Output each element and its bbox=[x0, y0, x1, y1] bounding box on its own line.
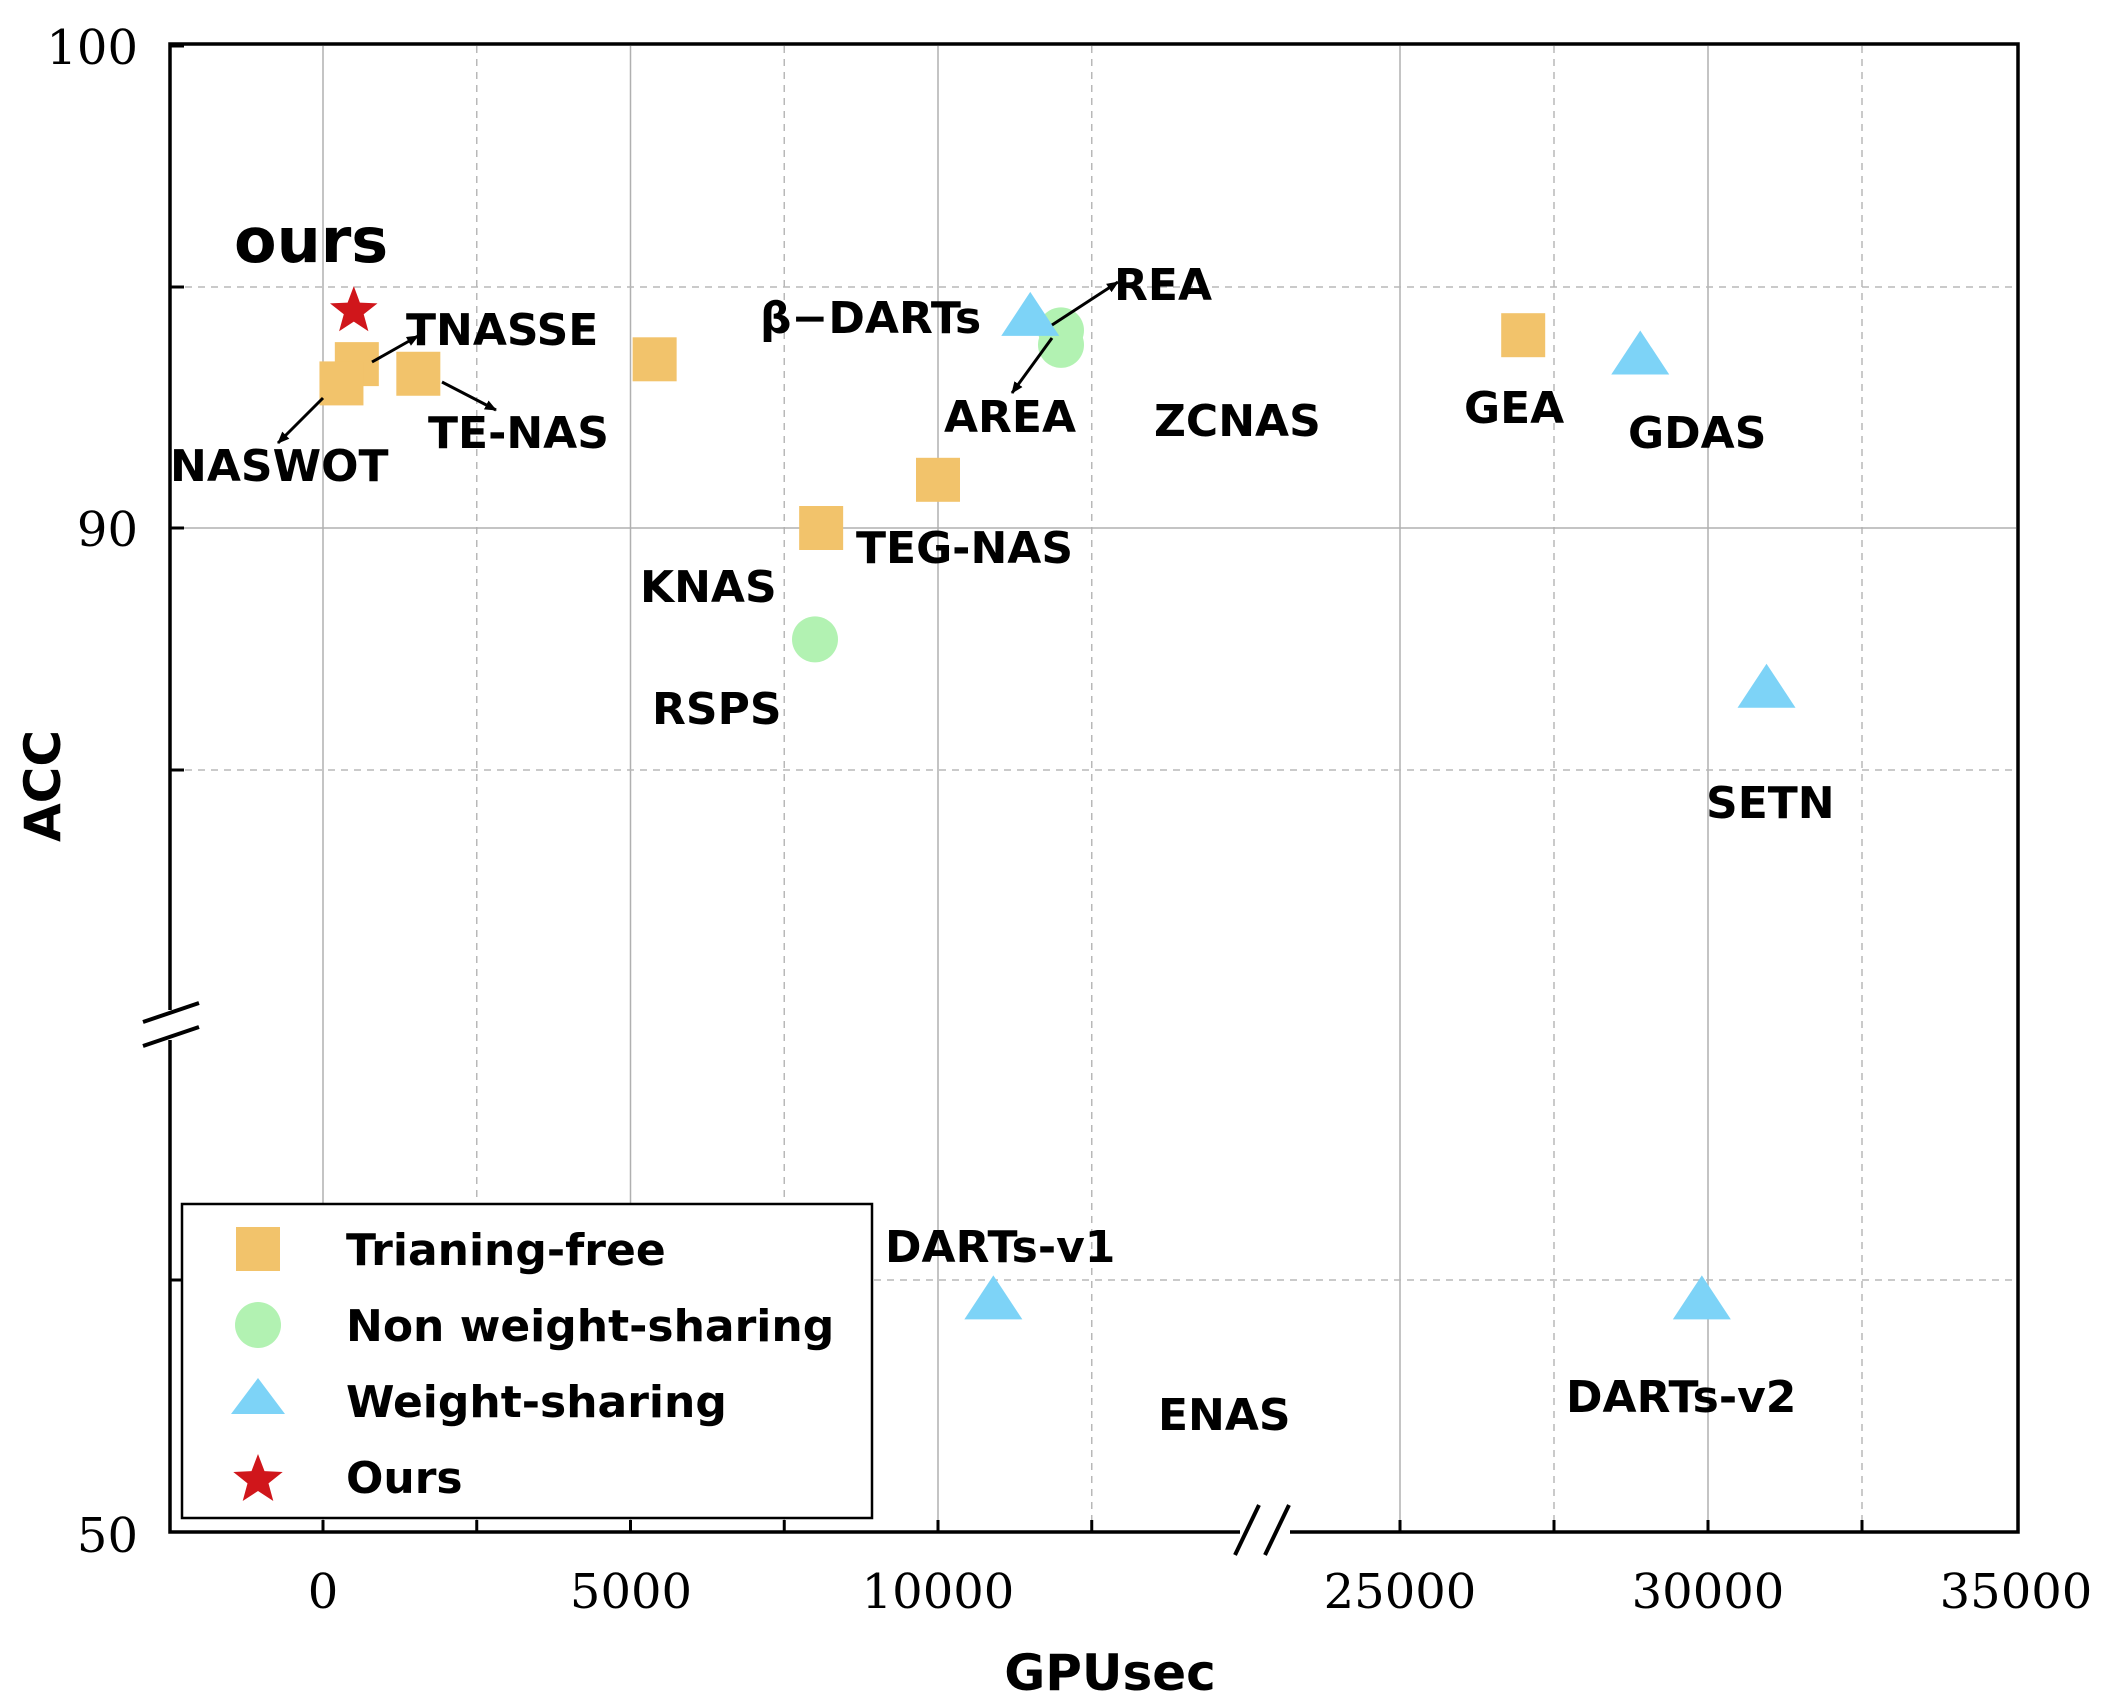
arrow-area bbox=[1010, 337, 1054, 394]
y-axis-break bbox=[140, 1001, 200, 1048]
legend-square-icon bbox=[236, 1227, 280, 1271]
point-label-naswot: NASWOT bbox=[170, 441, 389, 492]
x-tick-label-5000: 5000 bbox=[570, 1564, 692, 1620]
point-label-teg-nas: TEG-NAS bbox=[856, 523, 1073, 574]
point-knas bbox=[799, 506, 844, 550]
legend-box bbox=[180, 1202, 874, 1520]
x-tick-label-25000: 25000 bbox=[1324, 1564, 1477, 1620]
point-label-rsps: RSPS bbox=[652, 684, 782, 735]
data-points bbox=[319, 286, 1796, 1344]
legend-label-training-free: Trianing-free bbox=[346, 1225, 666, 1276]
x-tick-label-0: 0 bbox=[308, 1564, 339, 1620]
point-label-setn: SETN bbox=[1706, 778, 1835, 829]
x-axis-break bbox=[1233, 1504, 1291, 1556]
x-axis-title: GPUsec bbox=[1004, 1644, 1216, 1702]
ours-annotation: ours bbox=[234, 204, 388, 277]
point-darts-v1 bbox=[964, 1275, 1023, 1320]
x-tick-label-35000: 35000 bbox=[1940, 1564, 2093, 1620]
grid-lines bbox=[172, 46, 2016, 1530]
arrow-te-nas bbox=[441, 380, 497, 412]
legend: Trianing-free Non weight-sharing Weight-… bbox=[180, 1202, 874, 1520]
point-label-enas: ENAS bbox=[1158, 1390, 1291, 1441]
point-teg-nas bbox=[916, 457, 960, 502]
legend-label-non-weight-sharing: Non weight-sharing bbox=[346, 1301, 834, 1352]
plot-frame bbox=[168, 42, 2020, 1534]
y-tick-label-50: 50 bbox=[77, 1508, 138, 1564]
point-naswot bbox=[319, 361, 364, 406]
arrow-naswot bbox=[276, 396, 325, 445]
point-label-darts-v1: DARTs-v1 bbox=[885, 1222, 1115, 1273]
legend-circle-icon bbox=[235, 1302, 281, 1348]
point-setn bbox=[1737, 663, 1796, 708]
arrow-tnasse bbox=[371, 334, 419, 364]
x-tick-label-30000: 30000 bbox=[1632, 1564, 1785, 1620]
point-label-gdas: GDAS bbox=[1628, 408, 1766, 459]
point-darts bbox=[1001, 291, 1060, 336]
point-ours bbox=[330, 286, 378, 332]
point-darts-v2 bbox=[1672, 1275, 1731, 1320]
point-label-te-nas: TE-NAS bbox=[428, 408, 609, 459]
x-tick-labels: 0 5000 10000 25000 30000 35000 bbox=[308, 1564, 2093, 1620]
legend-star-icon bbox=[233, 1454, 283, 1501]
point-label-zcnas: ZCNAS bbox=[1154, 396, 1321, 447]
point-zcnas bbox=[632, 337, 677, 382]
point-label-area: AREA bbox=[944, 392, 1076, 443]
point-rsps bbox=[792, 616, 838, 663]
point-gdas bbox=[1611, 330, 1670, 375]
point-label-rea: REA bbox=[1114, 260, 1212, 311]
point-label-beta-darts: β−DARTs bbox=[760, 293, 981, 344]
x-tick-label-10000: 10000 bbox=[862, 1564, 1015, 1620]
point-te-nas bbox=[396, 351, 441, 396]
y-tick-labels: 50 90 100 bbox=[46, 20, 138, 1564]
point-label-tnasse: TNASSE bbox=[406, 305, 598, 356]
y-tick-label-100: 100 bbox=[46, 20, 138, 76]
legend-triangle-icon bbox=[231, 1378, 285, 1414]
point-label-knas: KNAS bbox=[640, 562, 777, 613]
arrow-rea bbox=[1051, 280, 1119, 327]
legend-label-ours: Ours bbox=[346, 1453, 463, 1504]
legend-label-weight-sharing: Weight-sharing bbox=[346, 1377, 727, 1428]
point-gea bbox=[1501, 313, 1546, 358]
axis-ticks bbox=[170, 44, 1864, 1532]
y-axis-title: ACC bbox=[14, 730, 72, 842]
point-label-darts-v2: DARTs-v2 bbox=[1566, 1372, 1796, 1423]
label-arrows bbox=[276, 280, 1119, 445]
point-label-gea: GEA bbox=[1464, 383, 1564, 434]
point-labels: TNASSE NASWOT TE-NAS KNAS TEG-NAS ZCNAS … bbox=[170, 260, 1835, 1441]
y-tick-label-90: 90 bbox=[77, 502, 138, 558]
